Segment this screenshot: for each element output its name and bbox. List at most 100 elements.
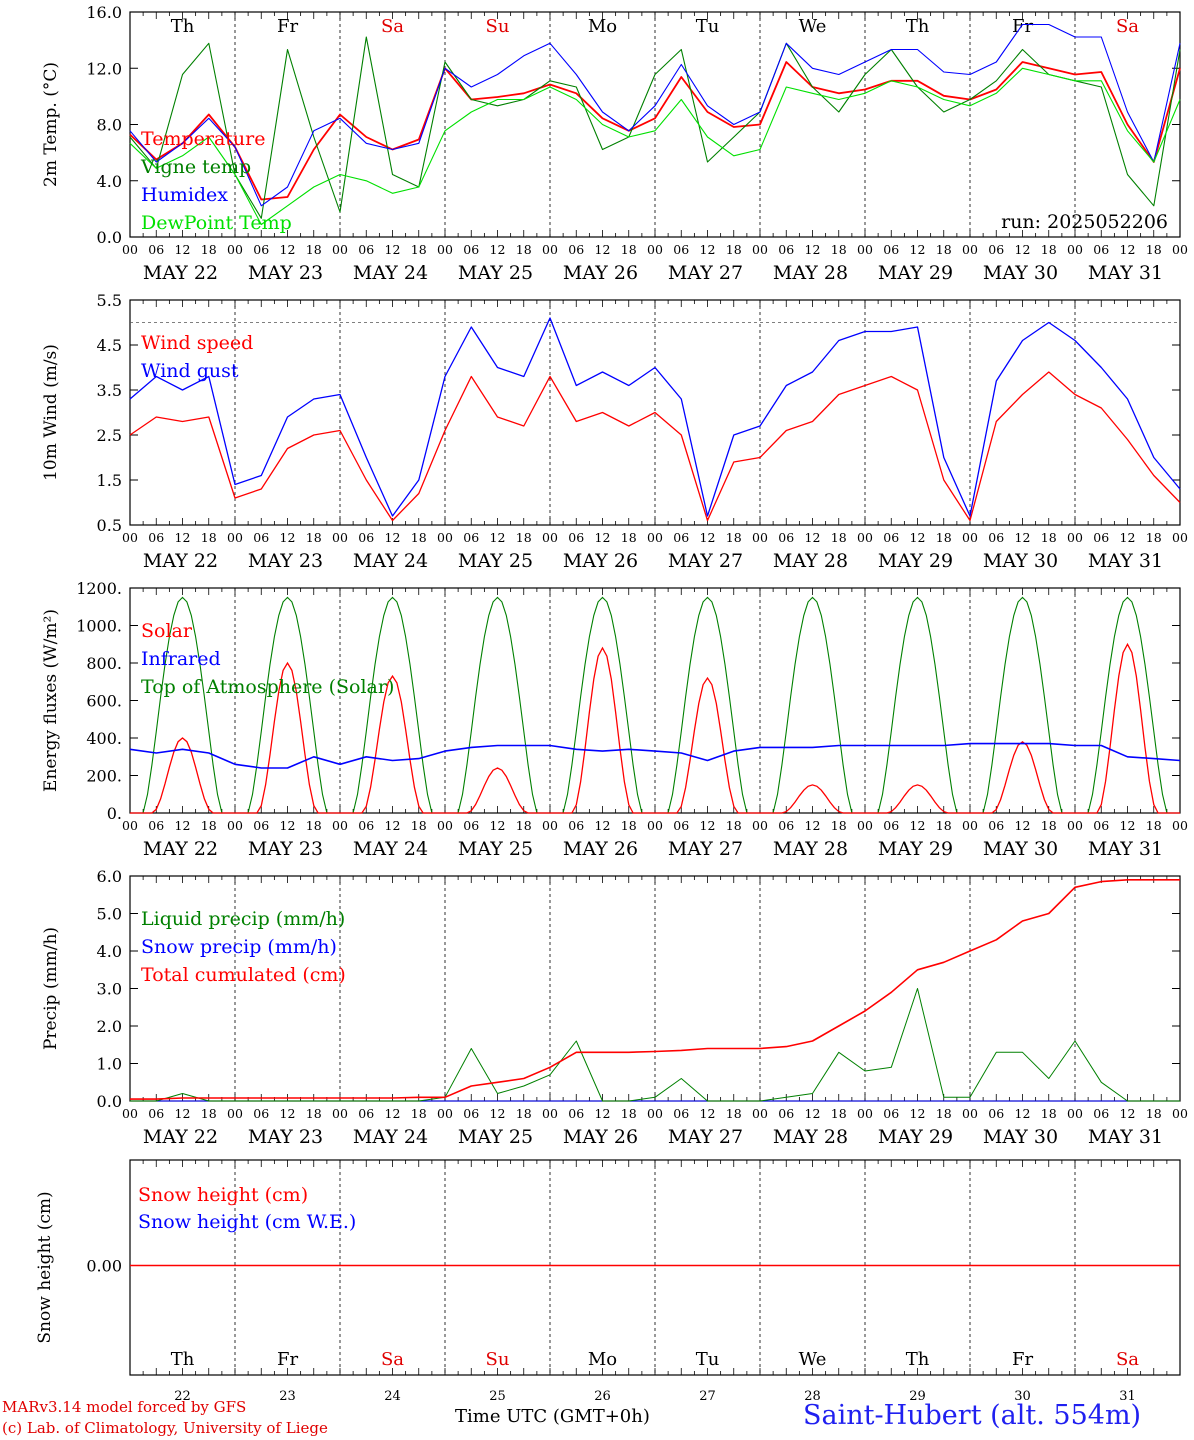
x-tick-label-hour: 00 <box>962 530 978 545</box>
x-tick-label-date: MAY 25 <box>458 1126 533 1148</box>
x-tick-label-hour: 18 <box>936 818 952 833</box>
y-tick-label: 1000. <box>76 617 122 636</box>
x-tick-label-hour: 12 <box>1120 1106 1136 1121</box>
x-tick-label-date: MAY 25 <box>458 550 533 572</box>
legend-entry: Top of Atmosphere (Solar) <box>141 676 394 698</box>
legend-entry: Snow height (cm) <box>138 1184 308 1206</box>
x-tick-label-hour: 06 <box>988 818 1004 833</box>
x-tick-label-hour: 18 <box>621 818 637 833</box>
x-tick-label-hour: 00 <box>857 1106 873 1121</box>
x-tick-label-date: MAY 31 <box>1088 550 1163 572</box>
x-tick-label-date: MAY 24 <box>353 838 428 860</box>
x-tick-label-hour: 06 <box>463 242 479 257</box>
x-tick-label-date: MAY 30 <box>983 550 1058 572</box>
x-tick-label-hour: 18 <box>726 818 742 833</box>
x-tick-label-hour: 06 <box>988 242 1004 257</box>
x-tick-label-hour: 06 <box>883 530 899 545</box>
weekday-label: We <box>799 1349 827 1370</box>
legend-entry: Solar <box>141 620 193 642</box>
weekday-label: Sa <box>381 1349 404 1370</box>
y-tick-label: 0. <box>107 804 122 823</box>
x-tick-label-hour: 12 <box>1120 242 1136 257</box>
x-tick-label-hour: 12 <box>490 530 506 545</box>
x-tick-label-hour: 18 <box>1146 1106 1162 1121</box>
x-tick-label-date: MAY 28 <box>773 1126 848 1148</box>
x-tick-label-hour: 12 <box>1120 818 1136 833</box>
x-tick-label-hour: 00 <box>1172 1106 1188 1121</box>
x-tick-label-hour: 00 <box>1067 530 1083 545</box>
x-tick-label-hour: 06 <box>253 1106 269 1121</box>
weekday-label: Su <box>486 1349 510 1370</box>
y-tick-label: 400. <box>86 729 122 748</box>
y-tick-label: 200. <box>86 767 122 786</box>
x-tick-label-date: MAY 24 <box>353 262 428 284</box>
x-tick-label-date: MAY 22 <box>143 550 218 572</box>
y-tick-label: 16.0 <box>86 3 122 22</box>
x-tick-label-date: MAY 27 <box>668 1126 743 1148</box>
lab-credit: (c) Lab. of Climatology, University of L… <box>2 1419 328 1437</box>
x-tick-label-hour: 12 <box>1015 530 1031 545</box>
x-tick-label-hour: 00 <box>332 818 348 833</box>
x-tick-label-hour: 12 <box>910 530 926 545</box>
x-tick-label-hour: 06 <box>253 242 269 257</box>
x-tick-label-hour: 00 <box>227 1106 243 1121</box>
weekday-label: Th <box>171 1349 195 1370</box>
x-tick-label-hour: 18 <box>1041 530 1057 545</box>
x-tick-label-hour: 00 <box>437 818 453 833</box>
x-tick-label-date: MAY 31 <box>1088 1126 1163 1148</box>
y-tick-label: 3.0 <box>97 980 122 999</box>
x-tick-label-hour: 06 <box>253 530 269 545</box>
x-tick-label-hour: 12 <box>175 1106 191 1121</box>
x-tick-label-hour: 00 <box>647 818 663 833</box>
x-tick-label-hour: 12 <box>1120 530 1136 545</box>
x-tick-label-hour: 18 <box>201 530 217 545</box>
x-tick-label-hour: 06 <box>358 242 374 257</box>
x-tick-label-hour: 00 <box>752 818 768 833</box>
weekday-label: Sa <box>381 16 404 37</box>
legend-entry: Snow precip (mm/h) <box>141 936 337 958</box>
x-tick-label-hour: 18 <box>936 1106 952 1121</box>
x-tick-label-hour: 18 <box>726 530 742 545</box>
x-tick-label-hour: 18 <box>306 818 322 833</box>
x-tick-label-hour: 00 <box>752 530 768 545</box>
day-number-label: 23 <box>279 1389 296 1404</box>
x-tick-label-hour: 00 <box>962 818 978 833</box>
x-tick-label-hour: 06 <box>778 818 794 833</box>
x-tick-label-hour: 12 <box>175 818 191 833</box>
weekday-label: Mo <box>588 16 617 37</box>
day-number-label: 28 <box>804 1389 821 1404</box>
x-tick-label-hour: 12 <box>700 1106 716 1121</box>
weekday-label: Th <box>171 16 195 37</box>
x-tick-label-hour: 12 <box>385 242 401 257</box>
x-tick-label-hour: 06 <box>463 1106 479 1121</box>
x-tick-label-hour: 00 <box>1172 818 1188 833</box>
legend-entry: Humidex <box>141 184 228 206</box>
x-tick-label-date: MAY 28 <box>773 550 848 572</box>
station-title: Saint-Hubert (alt. 554m) <box>803 1400 1142 1431</box>
x-tick-label-hour: 06 <box>1093 1106 1109 1121</box>
x-tick-label-hour: 06 <box>463 530 479 545</box>
x-tick-label-hour: 06 <box>148 530 164 545</box>
x-tick-label-hour: 12 <box>490 1106 506 1121</box>
day-number-label: 25 <box>489 1389 506 1404</box>
x-tick-label-date: MAY 22 <box>143 838 218 860</box>
weekday-label: Fr <box>277 16 298 37</box>
x-tick-label-hour: 06 <box>568 1106 584 1121</box>
x-tick-label-hour: 06 <box>568 242 584 257</box>
y-tick-label: 1.0 <box>97 1055 122 1074</box>
day-number-label: 22 <box>174 1389 191 1404</box>
x-tick-label-date: MAY 25 <box>458 838 533 860</box>
y-tick-label: 600. <box>86 692 122 711</box>
x-tick-label-hour: 12 <box>280 818 296 833</box>
day-number-label: 30 <box>1014 1389 1031 1404</box>
x-tick-label-hour: 18 <box>306 1106 322 1121</box>
y-axis-label: Energy fluxes (W/m²) <box>41 609 61 792</box>
x-tick-label-hour: 00 <box>332 242 348 257</box>
x-tick-label-hour: 12 <box>910 1106 926 1121</box>
series-line <box>130 988 1180 1102</box>
x-tick-label-hour: 06 <box>148 1106 164 1121</box>
x-tick-label-hour: 18 <box>411 530 427 545</box>
x-tick-label-hour: 12 <box>805 818 821 833</box>
x-tick-label-hour: 12 <box>1015 242 1031 257</box>
x-tick-label-hour: 18 <box>411 818 427 833</box>
